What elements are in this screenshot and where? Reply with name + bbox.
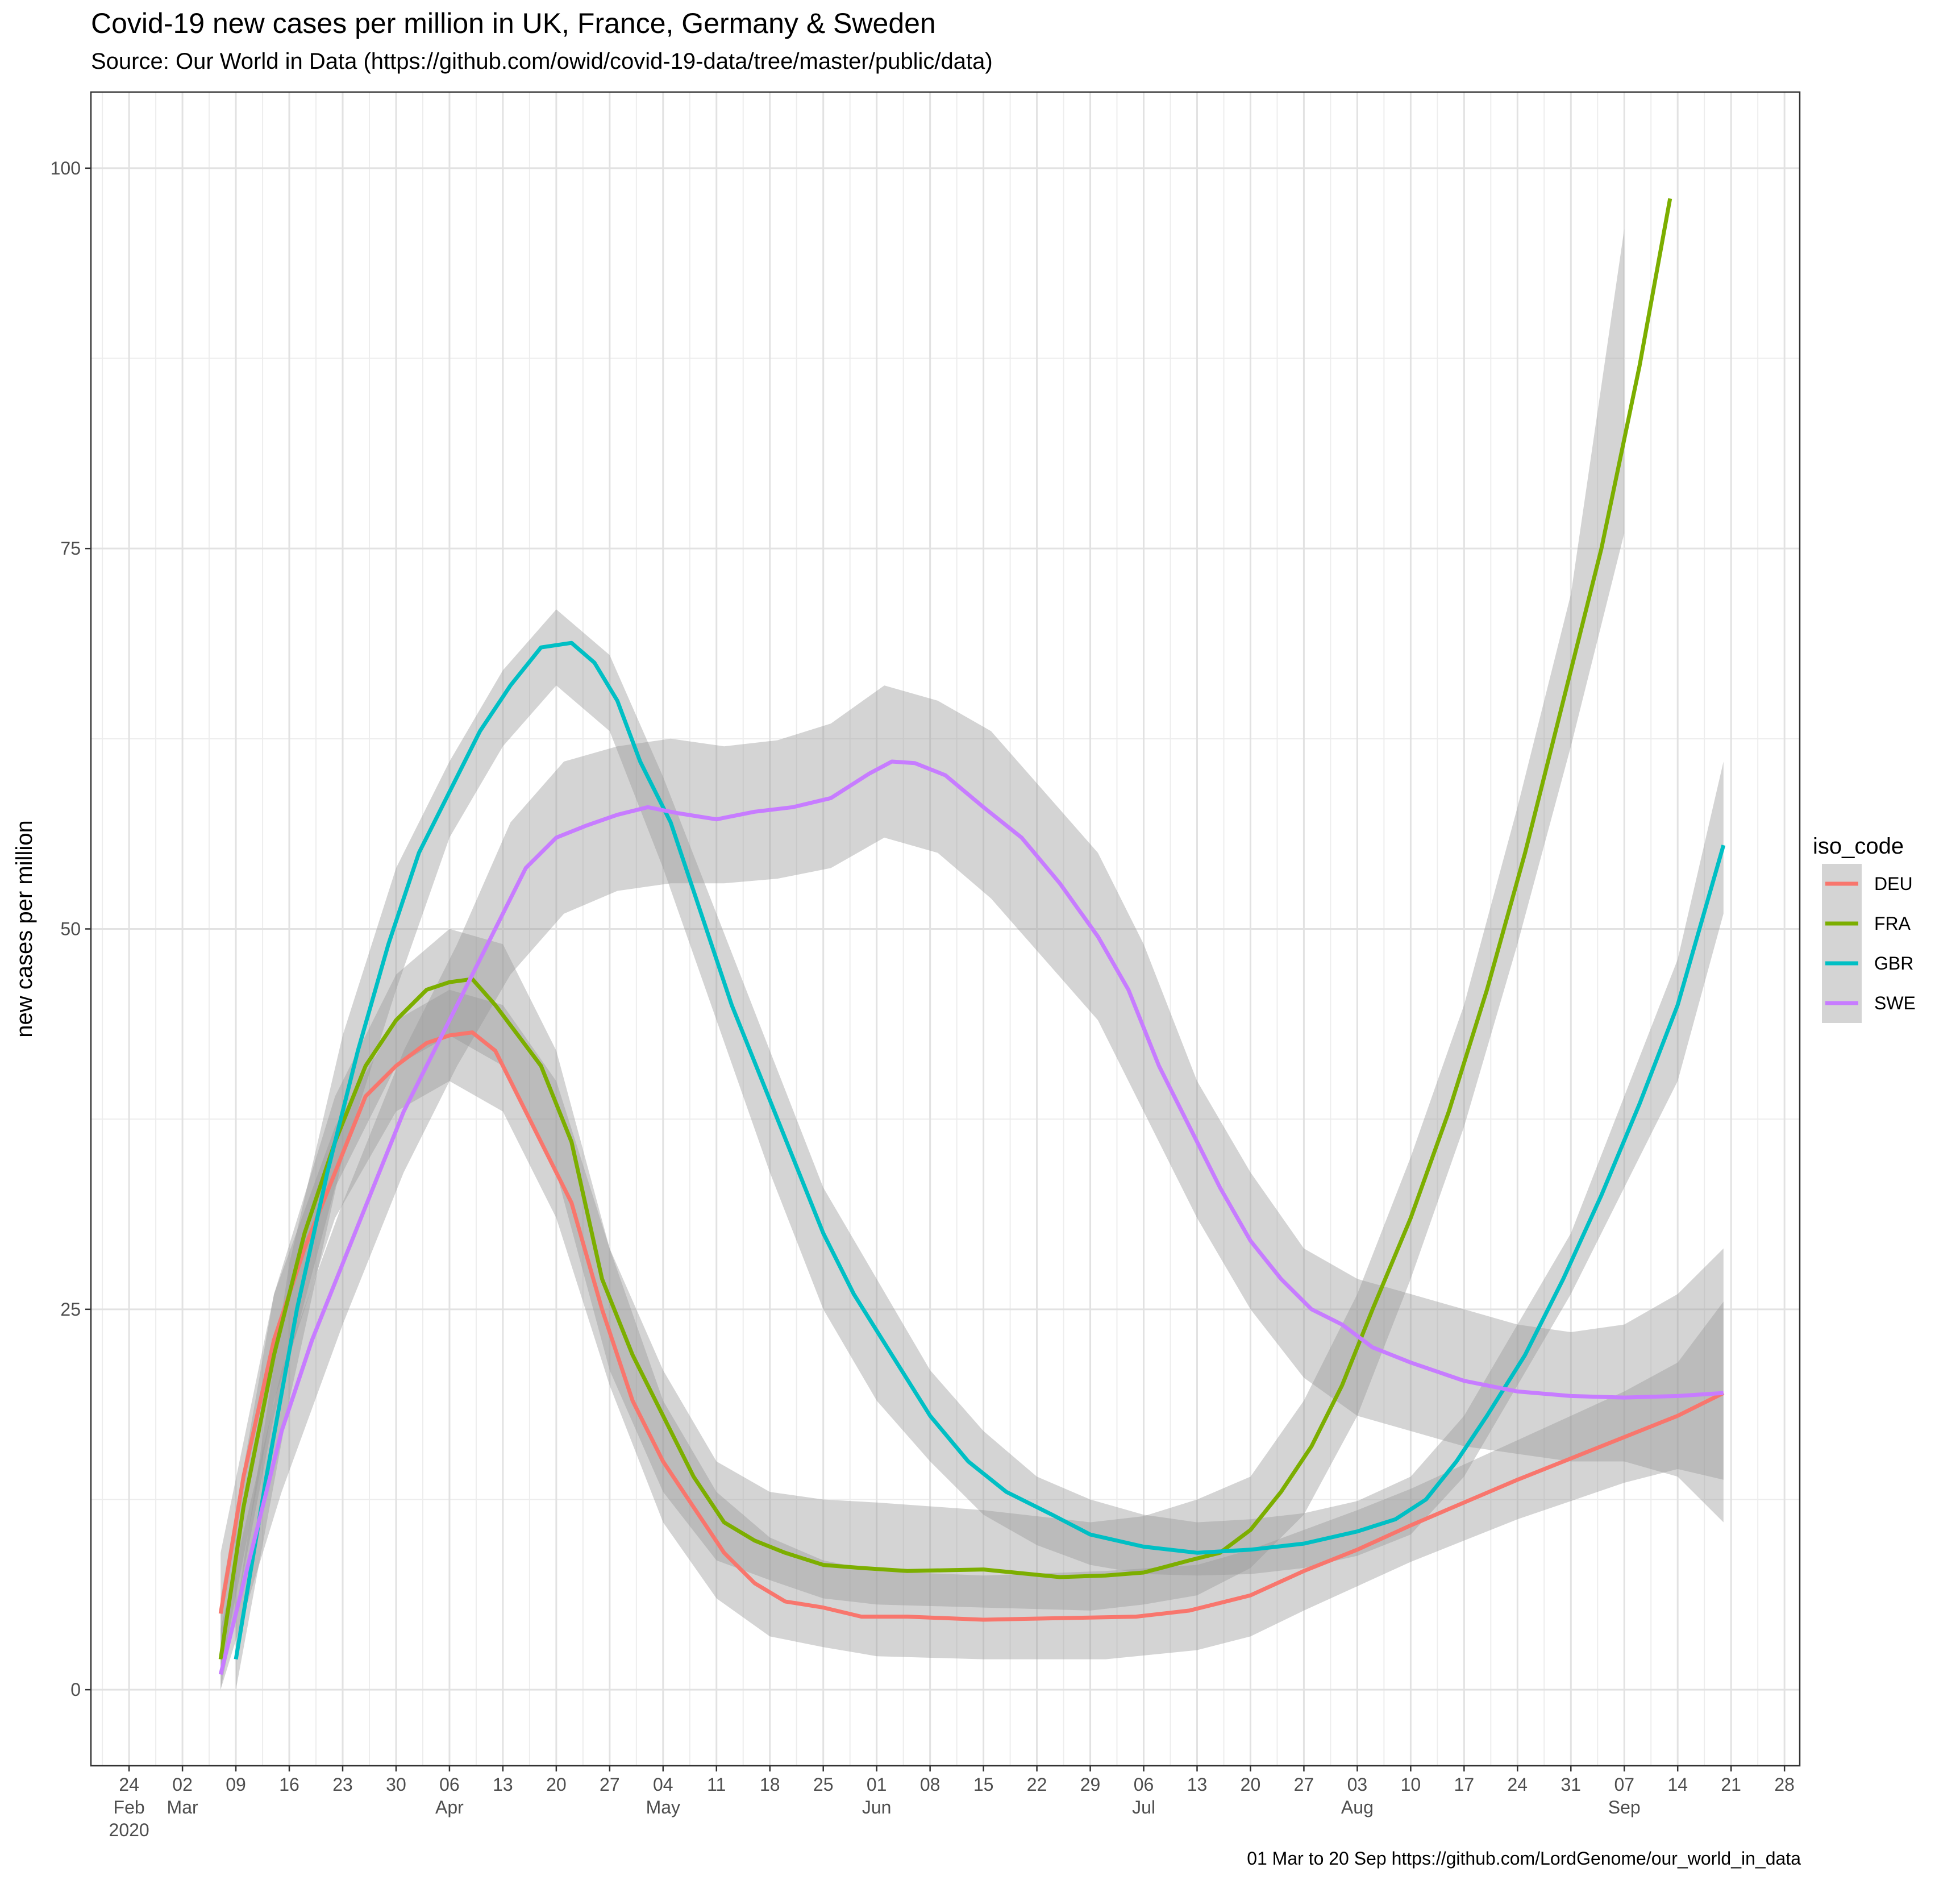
- y-tick-label: 100: [51, 158, 81, 178]
- band-gbr: [236, 609, 1724, 1690]
- x-tick-label: 15: [973, 1774, 994, 1795]
- x-tick-label: 03: [1347, 1774, 1368, 1795]
- x-tick-label: 14: [1667, 1774, 1688, 1795]
- line-fra: [218, 198, 1672, 1660]
- line-deu: [218, 1030, 1725, 1622]
- x-tick-label: 29: [1080, 1774, 1101, 1795]
- x-tick-label: 21: [1721, 1774, 1741, 1795]
- series-lines: [218, 198, 1726, 1675]
- y-tick-label: 50: [60, 919, 81, 939]
- x-tick-label: 24: [1508, 1774, 1528, 1795]
- x-tick-label: 07: [1614, 1774, 1634, 1795]
- line-swe: [218, 759, 1724, 1675]
- x-tick-month-label: Mar: [167, 1797, 198, 1817]
- x-tick-label: 30: [386, 1774, 406, 1795]
- x-tick-label: 22: [1027, 1774, 1047, 1795]
- x-tick-label: 20: [546, 1774, 567, 1795]
- chart-caption: 01 Mar to 20 Sep https://github.com/Lord…: [1247, 1848, 1801, 1869]
- x-tick-label: 13: [493, 1774, 513, 1795]
- x-tick-label: 01: [867, 1774, 887, 1795]
- x-tick-label: 27: [1294, 1774, 1314, 1795]
- y-tick-label: 75: [60, 538, 81, 559]
- x-tick-label: 25: [813, 1774, 834, 1795]
- x-tick-label: 27: [600, 1774, 620, 1795]
- legend: iso_code DEU FRA GBR SWE: [1813, 834, 1916, 1023]
- x-tick-year-label: 2020: [109, 1820, 149, 1840]
- x-tick-month-label: Aug: [1341, 1797, 1374, 1817]
- x-tick-month-label: Jun: [862, 1797, 892, 1817]
- x-tick-month-label: Feb: [114, 1797, 145, 1817]
- legend-title: iso_code: [1813, 834, 1904, 859]
- x-tick-label: 17: [1454, 1774, 1475, 1795]
- x-tick-label: 28: [1774, 1774, 1795, 1795]
- x-tick-label: 06: [1134, 1774, 1154, 1795]
- x-tick-month-label: Jul: [1132, 1797, 1155, 1817]
- x-tick-label: 23: [332, 1774, 353, 1795]
- x-tick-month-label: Apr: [435, 1797, 464, 1817]
- x-tick-month-label: Sep: [1608, 1797, 1641, 1817]
- line-gbr: [234, 640, 1726, 1660]
- legend-label-deu: DEU: [1874, 874, 1913, 894]
- x-tick-label: 20: [1241, 1774, 1261, 1795]
- major-grid: [91, 92, 1800, 1766]
- legend-label-swe: SWE: [1874, 993, 1916, 1013]
- x-tick-label: 06: [439, 1774, 460, 1795]
- band-fra: [220, 229, 1625, 1690]
- x-tick-month-label: May: [646, 1797, 680, 1817]
- x-tick-label: 04: [653, 1774, 673, 1795]
- y-axis: 0 25 50 75 100: [51, 158, 91, 1700]
- x-tick-label: 10: [1401, 1774, 1421, 1795]
- legend-label-gbr: GBR: [1874, 953, 1913, 974]
- x-tick-label: 08: [920, 1774, 941, 1795]
- y-axis-title: new cases per million: [12, 820, 37, 1037]
- x-tick-label: 16: [279, 1774, 299, 1795]
- x-tick-label: 18: [760, 1774, 780, 1795]
- x-tick-label: 24: [119, 1774, 139, 1795]
- x-tick-label: 13: [1187, 1774, 1208, 1795]
- y-tick-label: 25: [60, 1299, 81, 1320]
- x-tick-label: 31: [1560, 1774, 1581, 1795]
- x-tick-label: 02: [172, 1774, 193, 1795]
- chart-subtitle: Source: Our World in Data (https://githu…: [91, 49, 993, 74]
- legend-label-fra: FRA: [1874, 913, 1911, 934]
- x-tick-label: 09: [226, 1774, 246, 1795]
- y-tick-label: 0: [70, 1679, 81, 1700]
- chart-title: Covid-19 new cases per million in UK, Fr…: [91, 7, 936, 39]
- x-tick-label: 11: [707, 1774, 726, 1795]
- confidence-bands: [220, 229, 1724, 1690]
